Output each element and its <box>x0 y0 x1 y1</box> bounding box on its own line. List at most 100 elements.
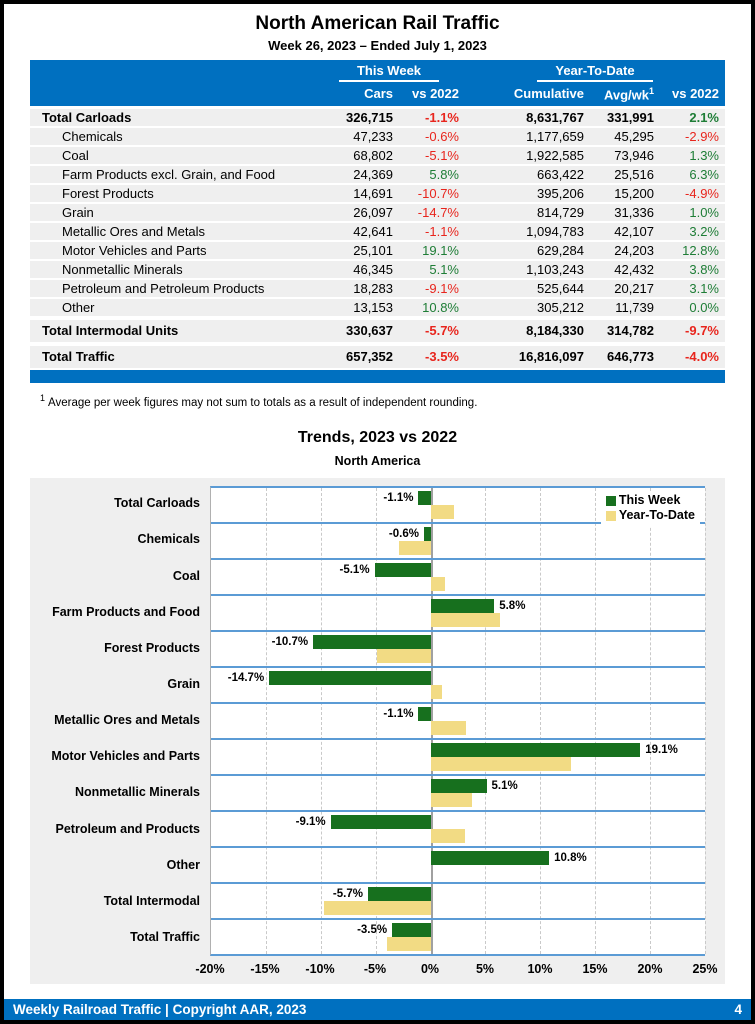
row-value: -1.1% <box>425 110 459 126</box>
row-value: -14.7% <box>417 205 459 221</box>
column-header-avg-wk: Avg/wk1 <box>603 86 654 103</box>
row-label: Total Intermodal Units <box>42 323 179 339</box>
row-value: -1.1% <box>425 224 459 240</box>
bar-data-label: -0.6% <box>388 528 419 540</box>
row-value: 24,203 <box>614 243 654 259</box>
row-value: -5.7% <box>425 323 459 339</box>
row-value: 1.0% <box>689 205 719 221</box>
footer-text: Weekly Railroad Traffic | Copyright AAR,… <box>13 1002 307 1017</box>
rail-traffic-table: This Week Year-To-Date Cars vs 2022 Cumu… <box>30 60 725 384</box>
row-label: Coal <box>62 148 89 164</box>
row-value: -4.0% <box>685 349 719 365</box>
row-value: 1,094,783 <box>526 224 584 240</box>
bar-data-label: 19.1% <box>645 744 678 756</box>
x-axis-tick-label: -20% <box>195 962 225 977</box>
table-row: Grain 26,097 -14.7% 814,729 31,336 1.0% <box>30 204 725 222</box>
row-value: 331,991 <box>607 110 654 126</box>
year-to-date-bar <box>430 793 473 807</box>
x-axis-tick-label: 5% <box>475 962 495 977</box>
this-week-bar <box>418 491 431 505</box>
row-value: 1.3% <box>689 148 719 164</box>
bar-data-label: 10.8% <box>554 852 587 864</box>
chart-category-label: Nonmetallic Minerals <box>74 785 200 800</box>
row-value: 8,184,330 <box>526 323 584 339</box>
column-header-cumulative: Cumulative <box>513 86 584 101</box>
row-value: 11,739 <box>615 300 654 316</box>
chart-row: -9.1% <box>211 812 705 849</box>
row-value: 14,691 <box>353 186 393 202</box>
row-value: 525,644 <box>537 281 584 297</box>
bar-data-label: 5.8% <box>499 600 526 612</box>
row-value: 1,922,585 <box>526 148 584 164</box>
gridline <box>540 488 542 955</box>
row-value: 16,816,097 <box>518 349 584 365</box>
row-value: 42,107 <box>614 224 654 240</box>
footnote: 1 Average per week figures may not sum to… <box>40 393 478 410</box>
this-week-bar <box>330 815 431 829</box>
table-row: Coal 68,802 -5.1% 1,922,585 73,946 1.3% <box>30 147 725 165</box>
row-value: 3.2% <box>689 224 719 240</box>
chart-row: -1.1% <box>211 488 705 525</box>
row-value: 1,103,243 <box>526 262 584 278</box>
chart-category-label: Coal <box>172 568 200 583</box>
table-row: Forest Products 14,691 -10.7% 395,206 15,200… <box>30 185 725 203</box>
row-value: -3.5% <box>425 349 459 365</box>
x-axis-tick-label: 15% <box>582 962 608 977</box>
row-value: -9.7% <box>685 323 719 339</box>
row-value: 20,217 <box>614 281 654 297</box>
bar-data-label: -5.7% <box>332 888 363 900</box>
bar-data-label: -1.1% <box>383 492 414 504</box>
row-value: 25,101 <box>353 243 393 259</box>
chart-category-label: Petroleum and Products <box>55 821 200 836</box>
row-value: 73,946 <box>614 148 654 164</box>
chart-row: -5.7% <box>211 884 705 921</box>
page-number: 4 <box>734 1002 742 1017</box>
chart-category-label: Metallic Ores and Metals <box>54 713 200 728</box>
row-value: 19.1% <box>422 243 459 259</box>
chart-rows: -1.1% -0.6% -5.1% 5.8% -10.7% -14.7% -1.1% 19.1… <box>211 488 705 954</box>
chart-category-labels: Total Carloads Chemicals Coal Farm Products… <box>30 486 210 956</box>
this-week-bar <box>418 707 431 721</box>
trends-bar-chart: Total Carloads Chemicals Coal Farm Products… <box>30 478 725 985</box>
page-title: North American Rail Traffic <box>255 13 500 34</box>
chart-row: 5.1% <box>211 776 705 813</box>
row-value: 26,097 <box>353 205 393 221</box>
this-week-bar <box>367 887 431 901</box>
x-axis-tick-label: 20% <box>637 962 663 977</box>
this-week-bar <box>423 527 431 541</box>
chart-category-label: Motor Vehicles and Parts <box>51 749 200 764</box>
chart-subtitle: North America <box>334 454 421 469</box>
row-value: 15,200 <box>614 186 654 202</box>
rail-table-body: Total Carloads 326,715 -1.1% 8,631,767 331,9… <box>30 109 725 369</box>
x-axis-tick-label: -5% <box>363 962 387 977</box>
table-row: Other 13,153 10.8% 305,212 11,739 0.0% <box>30 299 725 317</box>
row-value: 330,637 <box>346 323 393 339</box>
x-axis-tick-label: 25% <box>692 962 718 977</box>
row-value: 24,369 <box>353 167 393 183</box>
row-value: 68,802 <box>353 148 393 164</box>
x-axis-tick-label: -10% <box>305 962 335 977</box>
row-value: -5.1% <box>425 148 459 164</box>
year-to-date-bar <box>430 613 500 627</box>
bar-data-label: -5.1% <box>339 564 370 576</box>
table-row: Total Intermodal Units 330,637 -5.7% 8,184,… <box>30 320 725 343</box>
row-value: -9.1% <box>425 281 459 297</box>
year-to-date-swatch <box>605 511 616 522</box>
row-value: 663,422 <box>537 167 584 183</box>
row-value: 314,782 <box>607 323 654 339</box>
this-week-bar <box>430 599 495 613</box>
row-label: Farm Products excl. Grain, and Food <box>62 167 276 183</box>
page-footer: Weekly Railroad Traffic | Copyright AAR,… <box>4 999 751 1020</box>
column-header-ytd-vs-2022: vs 2022 <box>672 86 719 101</box>
group-header-year-to-date: Year-To-Date <box>465 63 725 83</box>
row-value: 25,516 <box>614 167 654 183</box>
column-header-cars-vs-2022: vs 2022 <box>412 86 459 101</box>
table-row: Total Carloads 326,715 -1.1% 8,631,767 331,9… <box>30 109 725 127</box>
table-row: Chemicals 47,233 -0.6% 1,177,659 45,295 -2.9% <box>30 128 725 146</box>
group-header-this-week: This Week <box>313 63 465 83</box>
year-to-date-bar <box>398 541 431 555</box>
legend-item-this-week: This Week <box>605 493 695 508</box>
table-row: Farm Products excl. Grain, and Food 24,36… <box>30 166 725 184</box>
row-label: Other <box>62 300 95 316</box>
